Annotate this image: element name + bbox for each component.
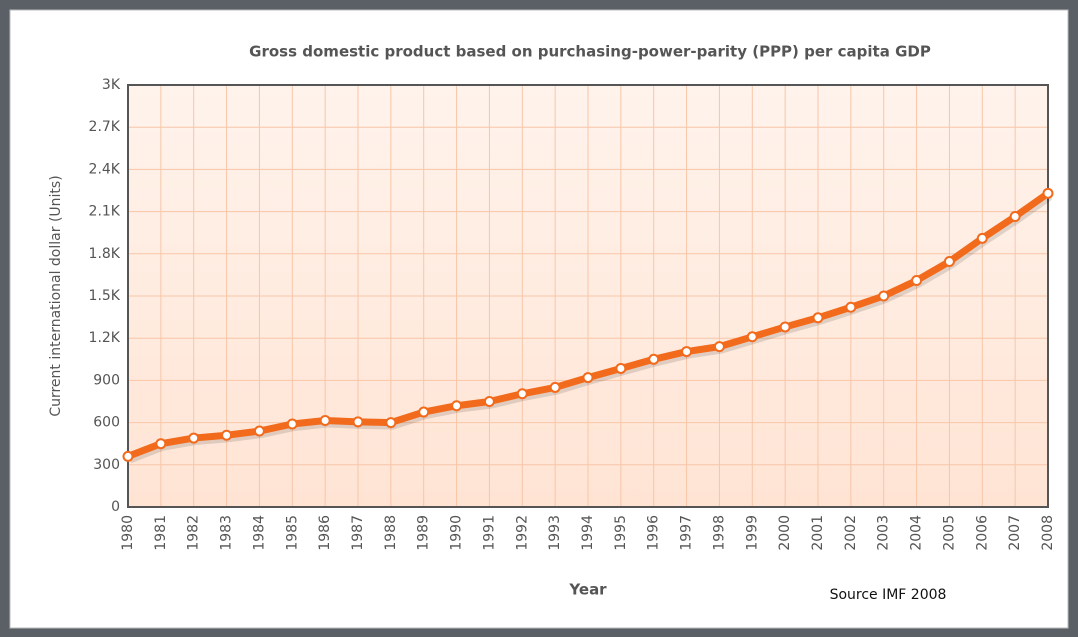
x-tick-label: 1990 <box>449 515 465 551</box>
point <box>518 389 527 398</box>
point <box>321 416 330 425</box>
x-tick-label: 1984 <box>251 515 267 551</box>
x-tick-label: 2005 <box>941 515 957 551</box>
page: {"chart_data": {"type": "line", "title":… <box>0 0 1078 637</box>
point <box>485 397 494 406</box>
x-tick-label: 1988 <box>383 515 399 551</box>
x-tick-label: 1993 <box>547 515 563 551</box>
y-tick-label: 900 <box>93 372 120 388</box>
x-tick-label: 2007 <box>1007 515 1023 551</box>
point <box>419 408 428 417</box>
x-tick-label: 2008 <box>1040 515 1056 551</box>
x-tick-label: 2003 <box>876 515 892 551</box>
x-tick-label: 2001 <box>810 515 826 551</box>
point <box>682 347 691 356</box>
x-tick-label: 2000 <box>777 515 793 551</box>
x-tick-label: 1996 <box>646 515 662 551</box>
point <box>124 452 133 461</box>
x-tick-label: 2002 <box>843 515 859 551</box>
point <box>354 417 363 426</box>
chart: Gross domestic product based on purchasi… <box>0 0 1078 637</box>
y-tick-label: 2.4K <box>89 161 121 177</box>
point <box>452 401 461 410</box>
x-tick-label: 1985 <box>284 515 300 551</box>
x-tick-label: 1983 <box>219 515 235 551</box>
point <box>386 418 395 427</box>
x-tick-label: 1998 <box>711 515 727 551</box>
x-tick-label: 1986 <box>317 515 333 551</box>
x-tick-label: 2004 <box>909 515 925 551</box>
point <box>1011 212 1020 221</box>
x-tick-label: 1997 <box>679 515 695 551</box>
x-axis-label: Year <box>568 581 607 599</box>
point <box>748 332 757 341</box>
x-tick-label: 1992 <box>514 515 530 551</box>
point <box>978 234 987 243</box>
x-tick-label: 1987 <box>350 515 366 551</box>
point <box>255 427 264 436</box>
x-tick-label: 1999 <box>744 515 760 551</box>
y-tick-label: 3K <box>102 77 121 93</box>
point <box>551 383 560 392</box>
point <box>222 431 231 440</box>
point <box>584 373 593 382</box>
point <box>912 276 921 285</box>
y-tick-label: 0 <box>111 499 120 515</box>
y-tick-label: 1.5K <box>89 288 121 304</box>
chart-title: Gross domestic product based on purchasi… <box>249 43 931 61</box>
x-tick-label: 1981 <box>153 515 169 551</box>
y-tick-label: 600 <box>93 415 120 431</box>
x-tick-label: 1991 <box>481 515 497 551</box>
y-tick-label: 1.8K <box>89 246 121 262</box>
point <box>715 342 724 351</box>
annotation: Source IMF 2008 <box>830 587 947 603</box>
x-tick-label: 1994 <box>580 515 596 551</box>
y-axis-label: Current international dollar (Units) <box>48 175 64 416</box>
point <box>945 257 954 266</box>
x-tick-label: 2006 <box>974 515 990 551</box>
point <box>288 420 297 429</box>
point <box>616 364 625 373</box>
x-tick-label: 1982 <box>186 515 202 551</box>
y-tick-label: 1.2K <box>89 330 121 346</box>
point <box>846 303 855 312</box>
y-tick-label: 2.1K <box>89 204 121 220</box>
x-tick-label: 1989 <box>416 515 432 551</box>
x-tick-label: 1995 <box>613 515 629 551</box>
point <box>156 439 165 448</box>
x-tick-label: 1980 <box>120 515 136 551</box>
point <box>879 292 888 301</box>
y-tick-label: 300 <box>93 457 120 473</box>
point <box>814 313 823 322</box>
point <box>189 434 198 443</box>
point <box>1044 189 1053 198</box>
y-tick-label: 2.7K <box>89 119 121 135</box>
point <box>649 355 658 364</box>
point <box>781 322 790 331</box>
